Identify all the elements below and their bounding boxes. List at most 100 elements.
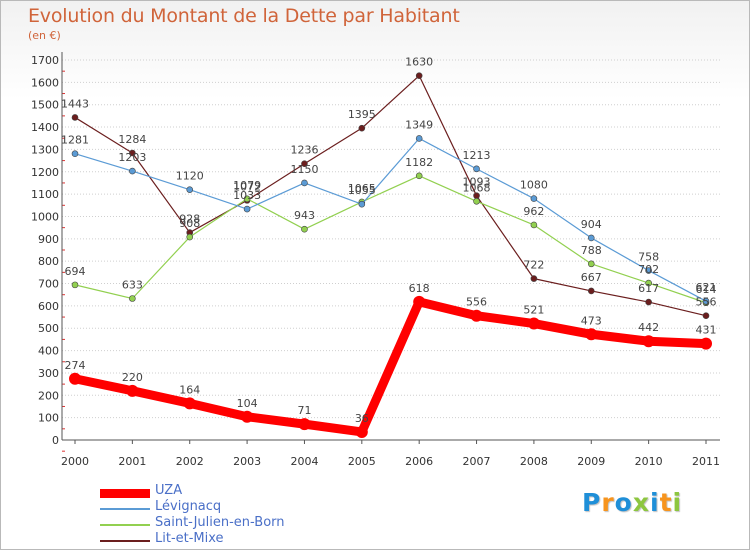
chart-subtitle: (en €)	[28, 29, 61, 42]
data-label: 1349	[405, 118, 433, 131]
data-point	[243, 205, 251, 213]
data-point	[585, 328, 598, 341]
y-tick-label: 300	[38, 367, 59, 380]
data-point	[413, 295, 426, 308]
data-label: 220	[122, 371, 143, 384]
data-label: 473	[581, 314, 602, 327]
x-tick-label: 2006	[405, 455, 433, 468]
data-point	[587, 287, 595, 295]
data-point	[186, 186, 194, 193]
data-point	[645, 298, 652, 306]
series-line-2	[74, 175, 707, 304]
data-point	[642, 335, 655, 348]
y-tick-label: 1200	[31, 166, 59, 179]
data-label: 617	[638, 282, 659, 295]
data-point	[702, 312, 710, 320]
y-tick-label: 100	[38, 412, 59, 425]
data-label: 442	[638, 321, 659, 334]
data-label: 621	[696, 281, 717, 294]
y-tick-label: 0	[52, 434, 59, 447]
data-label: 702	[638, 263, 659, 276]
data-label: 1065	[348, 182, 376, 195]
y-tick-label: 500	[38, 322, 59, 335]
data-point	[415, 72, 423, 79]
data-label: 1093	[463, 176, 491, 189]
x-tick-label: 2001	[118, 455, 146, 468]
data-label: 1395	[348, 108, 376, 121]
data-label: 618	[409, 282, 430, 295]
data-label: 1120	[176, 170, 204, 183]
x-tick-label: 2005	[348, 455, 376, 468]
data-point	[702, 297, 710, 305]
data-point	[527, 317, 540, 330]
data-label: 962	[523, 205, 544, 218]
y-tick-label: 1300	[31, 143, 59, 156]
data-point	[71, 150, 79, 157]
data-label: 943	[294, 209, 315, 222]
y-tick-label: 1600	[31, 76, 59, 89]
data-label: 556	[466, 296, 487, 309]
data-point	[71, 114, 79, 121]
data-label: 1203	[118, 151, 146, 164]
data-point	[473, 165, 480, 173]
data-point	[129, 167, 136, 175]
legend-swatch	[100, 540, 150, 542]
data-point	[301, 179, 308, 187]
data-label: 1281	[61, 134, 89, 147]
x-tick-label: 2004	[290, 455, 318, 468]
data-label: 1055	[348, 184, 376, 197]
data-point	[243, 195, 251, 203]
data-point	[358, 124, 366, 132]
logo-letter: i	[672, 488, 683, 517]
data-label: 431	[696, 324, 717, 337]
data-point	[186, 233, 194, 241]
y-tick-label: 1500	[31, 99, 59, 112]
data-label: 614	[696, 283, 717, 296]
data-label: 667	[581, 271, 602, 284]
data-point	[241, 410, 254, 423]
x-tick-label: 2007	[463, 455, 491, 468]
proxiti-logo: Proxiti	[582, 488, 682, 517]
data-point	[530, 275, 538, 282]
data-label: 722	[523, 259, 544, 272]
data-point	[700, 337, 712, 350]
legend-swatch	[100, 524, 150, 526]
data-point	[301, 160, 308, 168]
y-tick-label: 1400	[31, 121, 59, 134]
data-label: 1079	[233, 179, 261, 192]
y-tick-label: 700	[38, 278, 59, 291]
data-point	[183, 397, 196, 410]
data-point	[69, 372, 81, 385]
y-tick-label: 800	[38, 255, 59, 268]
logo-letter: P	[582, 488, 602, 517]
data-label: 1284	[118, 133, 146, 146]
x-tick-label: 2000	[61, 455, 89, 468]
x-tick-label: 2010	[635, 455, 663, 468]
data-point	[71, 281, 79, 289]
data-label: 1033	[233, 189, 261, 202]
data-point	[415, 135, 423, 142]
data-point	[470, 309, 483, 322]
data-label: 556	[696, 296, 717, 309]
legend-label: Lévignacq	[155, 499, 222, 514]
chart-title: Evolution du Montant de la Dette par Hab…	[28, 5, 460, 27]
data-label: 758	[638, 251, 659, 264]
logo-letter: r	[601, 488, 615, 517]
data-label: 928	[179, 213, 200, 226]
data-point	[355, 425, 368, 438]
y-tick-label: 400	[38, 345, 59, 358]
series-line-0	[70, 297, 711, 437]
data-point	[129, 149, 136, 157]
data-label: 1236	[290, 144, 318, 157]
series-line-1	[74, 137, 707, 302]
x-tick-label: 2008	[520, 455, 548, 468]
data-point	[129, 295, 136, 302]
data-point	[126, 384, 139, 397]
x-tick-label: 2009	[577, 455, 605, 468]
data-label: 1213	[463, 149, 491, 162]
data-point	[587, 260, 595, 268]
data-label: 274	[65, 359, 86, 372]
logo-letter: t	[659, 488, 673, 517]
data-label: 908	[179, 217, 200, 230]
